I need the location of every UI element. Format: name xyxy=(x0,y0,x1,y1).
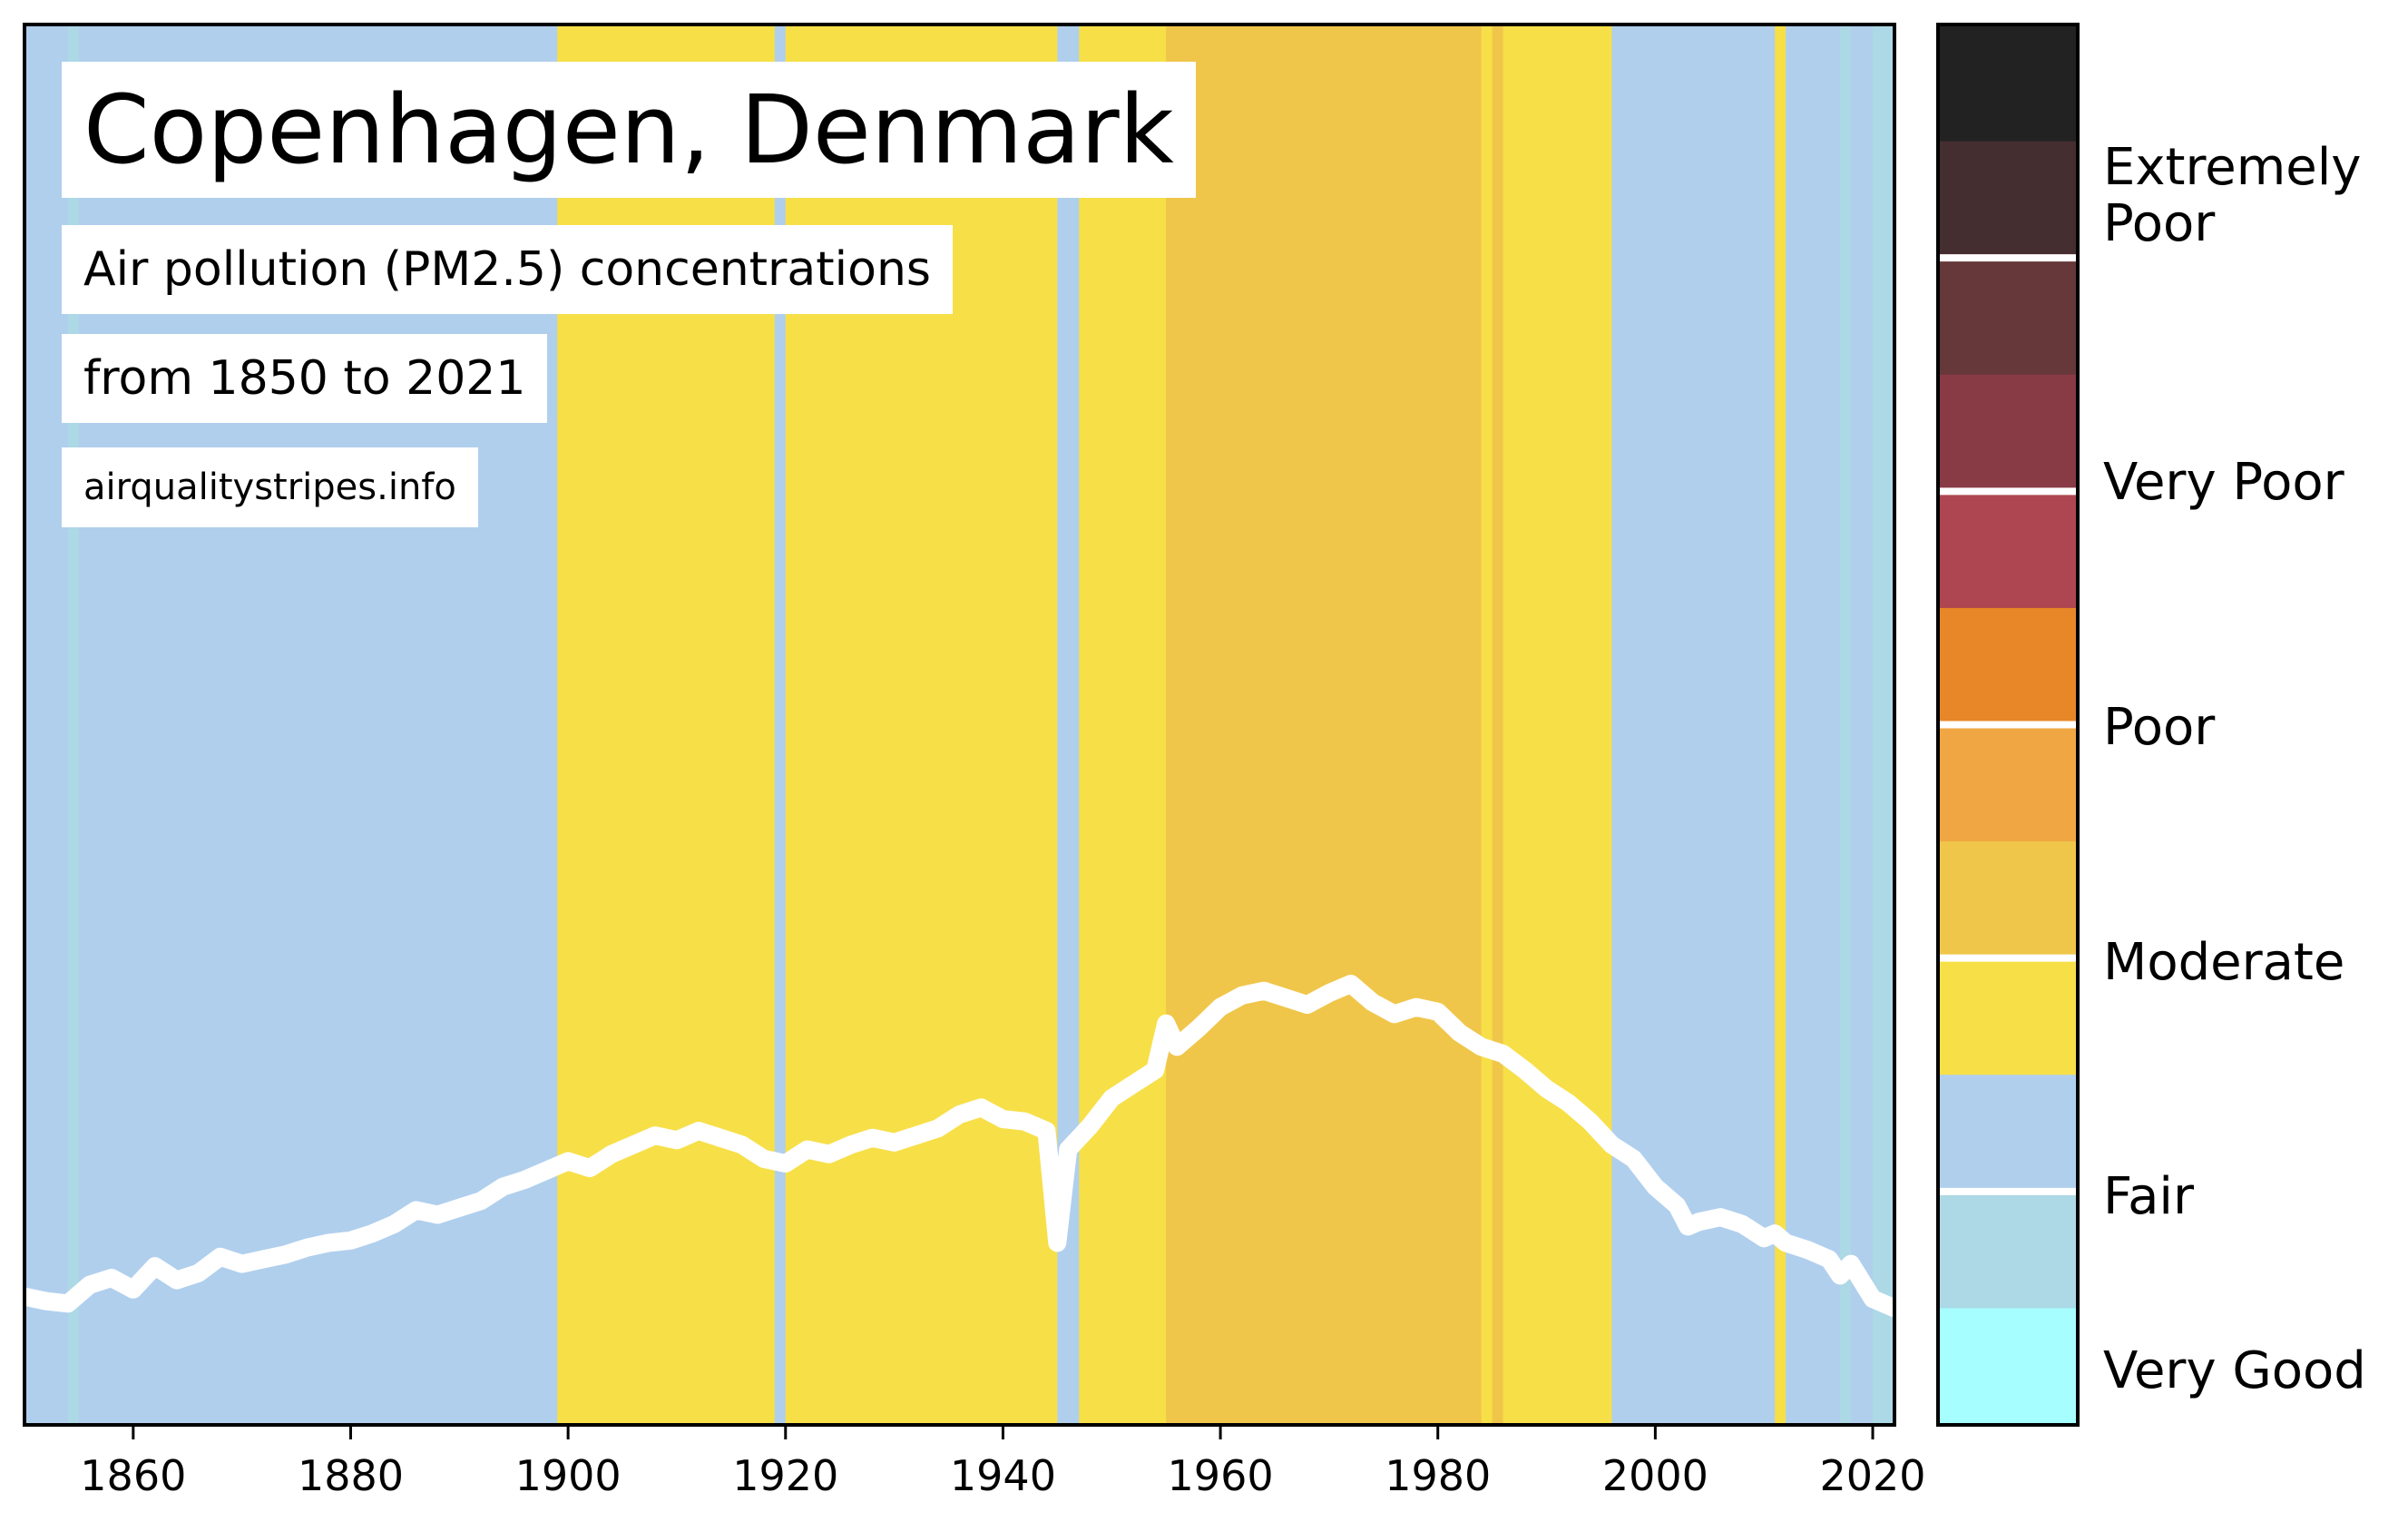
colorbar-segment-4 xyxy=(1938,374,2078,492)
colorbar-label-poor: Poor xyxy=(2103,698,2216,757)
x-tick-label-1960: 1960 xyxy=(1168,1451,1274,1500)
stripe-1985 xyxy=(1492,25,1504,1425)
stripe-1947 xyxy=(1079,25,1167,1425)
colorbar-segment-5 xyxy=(1938,491,2078,609)
colorbar-label-very-good: Very Good xyxy=(2103,1341,2366,1400)
x-tick-label-1900: 1900 xyxy=(515,1451,622,1500)
stripe-1996 xyxy=(1611,25,1776,1425)
colorbar-label-moderate: Moderate xyxy=(2103,933,2345,992)
stripe-1850 xyxy=(24,25,69,1425)
plot-frame xyxy=(23,23,1896,1427)
colorbar-label-extremely-poor: Extremely Poor xyxy=(2103,140,2361,252)
chart-title: Copenhagen, Denmark xyxy=(62,62,1196,198)
colorbar-label-very-poor: Very Poor xyxy=(2103,453,2344,512)
colorbar-segment-6 xyxy=(1938,607,2078,726)
stripe-1984 xyxy=(1481,25,1493,1425)
colorbar-segment-10 xyxy=(1938,1075,2078,1193)
colorbar-label-fair: Fair xyxy=(2103,1167,2194,1226)
pm25-line xyxy=(15,975,1904,1318)
subtitle-line-1: Air pollution (PM2.5) concentrations xyxy=(62,225,953,314)
colorbar-segment-3 xyxy=(1938,258,2078,376)
stripe-1919 xyxy=(774,25,787,1425)
colorbar xyxy=(1938,25,2078,1426)
colorbar-frame xyxy=(1936,23,2080,1427)
x-axis: 1860 1880 1900 1920 1940 1960 1980 2000 2020 xyxy=(80,1425,1926,1500)
stripe-2020 xyxy=(1873,25,1895,1425)
subtitle-line-2: from 1850 to 2021 xyxy=(62,334,548,423)
colorbar-segment-9 xyxy=(1938,957,2078,1075)
x-tick-label-1940: 1940 xyxy=(950,1451,1056,1500)
stripe-2012 xyxy=(1786,25,1841,1425)
colorbar-label-extremely-poor-line2: Poor xyxy=(2103,194,2216,253)
x-tick-label-2000: 2000 xyxy=(1602,1451,1708,1500)
colorbar-label-extremely-poor-line1: Extremely xyxy=(2103,138,2362,197)
colorbar-segment-12 xyxy=(1938,1308,2078,1426)
stripe-1955 xyxy=(1166,25,1483,1425)
stripe-1987 xyxy=(1513,25,1613,1425)
source-link[interactable]: airqualitystripes.info xyxy=(62,447,478,527)
x-tick-label-1980: 1980 xyxy=(1385,1451,1491,1500)
x-tick-label-1880: 1880 xyxy=(298,1451,404,1500)
stripe-2011 xyxy=(1775,25,1786,1425)
stripe-2018 xyxy=(1851,25,1874,1425)
x-tick-label-1920: 1920 xyxy=(732,1451,838,1500)
colorbar-segment-11 xyxy=(1938,1191,2078,1310)
colorbar-segment-8 xyxy=(1938,841,2078,959)
colorbar-segment-1 xyxy=(1938,25,2078,142)
stripe-1986 xyxy=(1503,25,1515,1425)
stripe-2017 xyxy=(1840,25,1852,1425)
x-tick-label-2020: 2020 xyxy=(1819,1451,1925,1500)
x-tick-label-1860: 1860 xyxy=(80,1451,186,1500)
colorbar-segment-7 xyxy=(1938,724,2078,842)
colorbar-segment-2 xyxy=(1938,141,2078,259)
